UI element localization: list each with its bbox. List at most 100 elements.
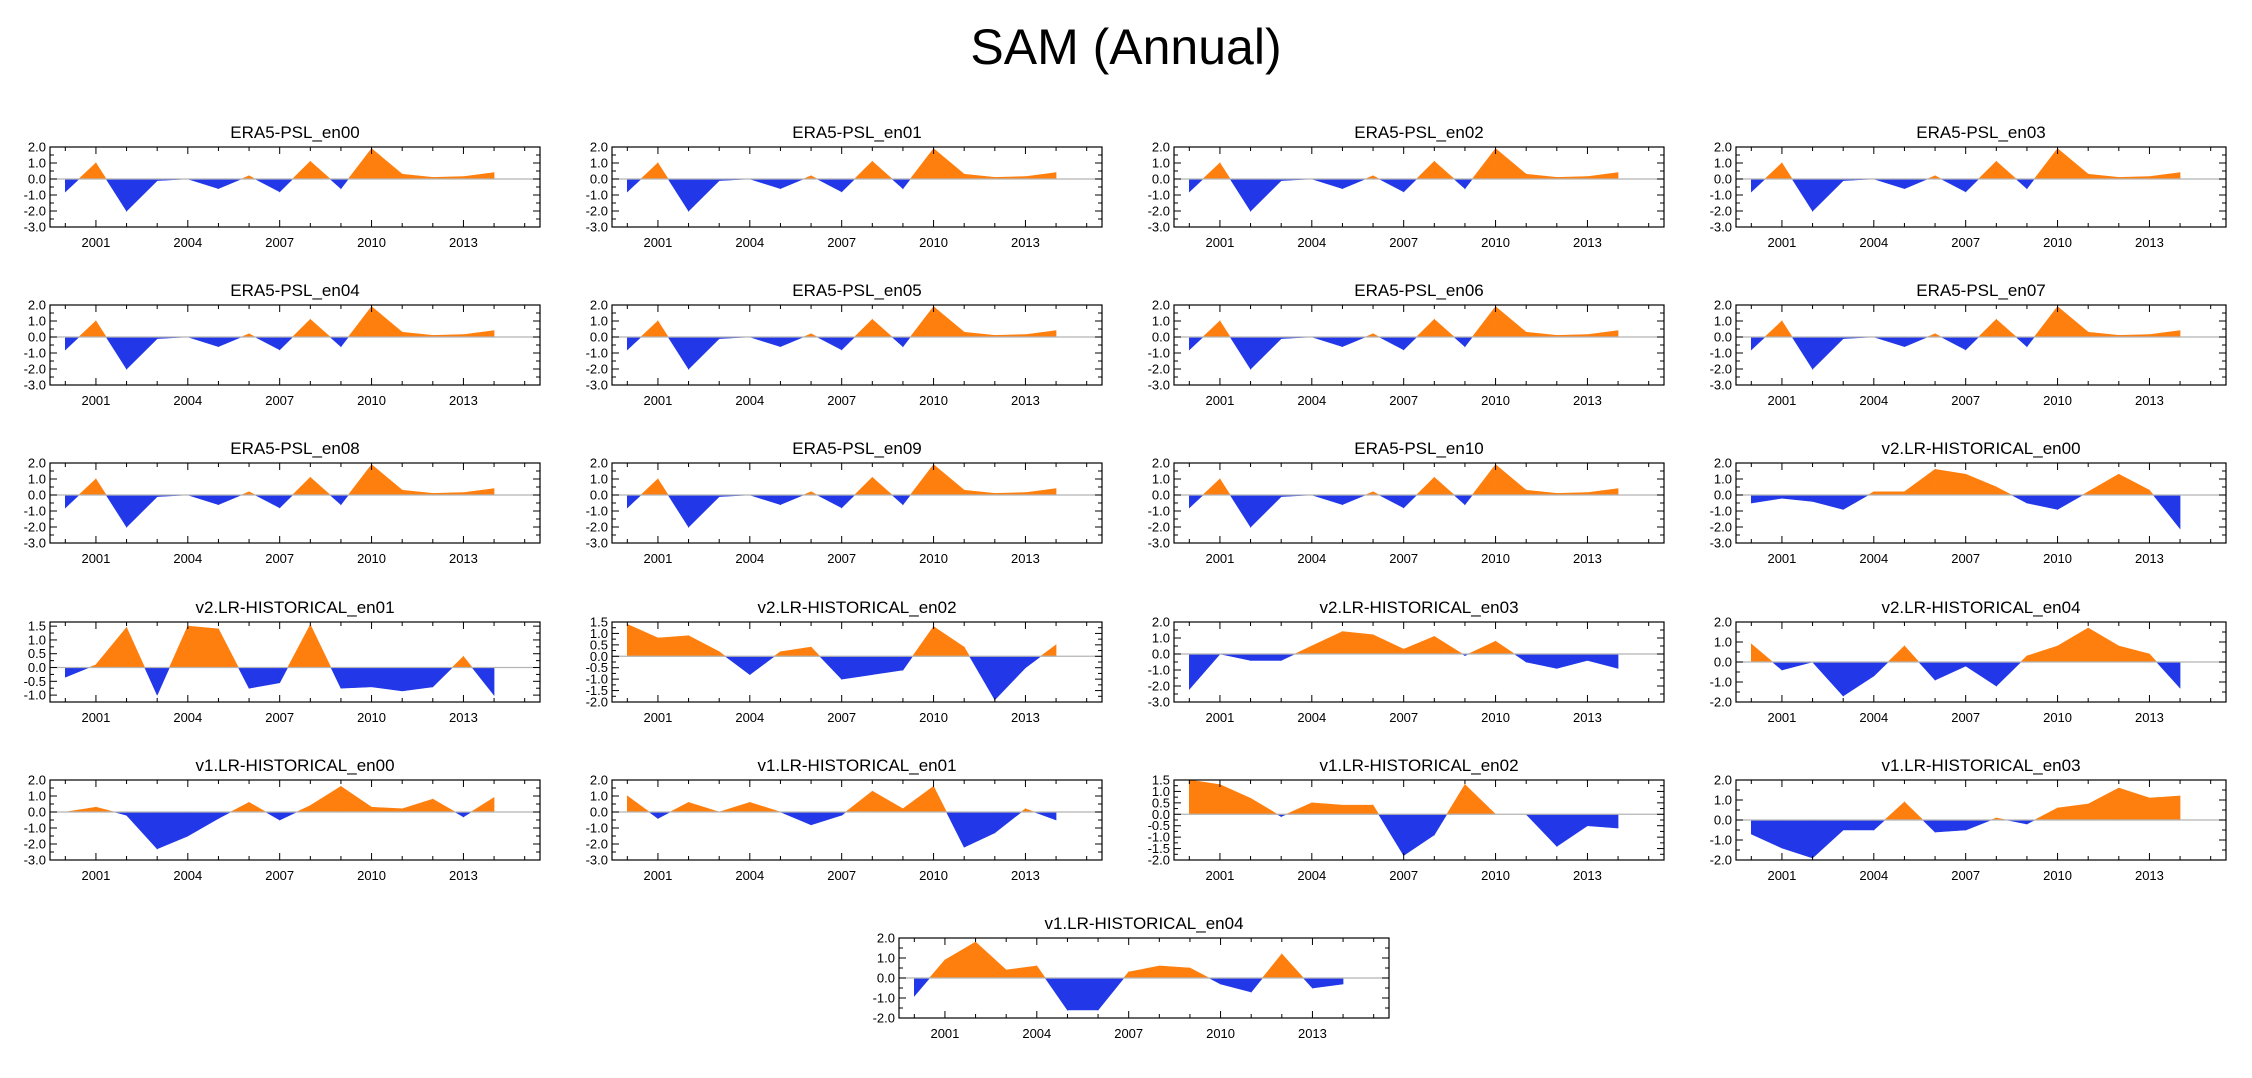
negative-area [724, 655, 751, 676]
negative-area [2026, 494, 2058, 510]
negative-area [1311, 178, 1343, 190]
positive-area [1123, 971, 1129, 979]
x-tick-label: 2004 [735, 393, 764, 408]
negative-area [1280, 653, 1295, 661]
negative-area [841, 336, 856, 351]
positive-area [1977, 160, 1997, 180]
y-tick-label: -0.5 [24, 674, 46, 689]
y-tick-label: 2.0 [590, 140, 608, 155]
positive-area [2057, 627, 2089, 663]
x-tick-label: 2004 [1859, 868, 1888, 883]
positive-area [1342, 631, 1374, 655]
x-tick-label: 2010 [1206, 1026, 1235, 1041]
y-tick-label: 1.0 [28, 472, 46, 487]
y-tick-label: 1.0 [1714, 314, 1732, 329]
y-tick-label: 0.0 [1152, 488, 1170, 503]
y-tick-label: 1.0 [28, 314, 46, 329]
negative-area [1208, 977, 1221, 985]
negative-area [1812, 494, 1844, 510]
negative-area [1250, 336, 1282, 370]
x-tick-label: 2007 [1389, 710, 1418, 725]
x-tick-label: 2007 [1951, 868, 1980, 883]
area-group [627, 463, 1057, 529]
negative-area [1812, 178, 1844, 212]
positive-area [1471, 463, 1496, 496]
y-tick-label: 0.0 [1714, 813, 1732, 828]
y-tick-label: 2.0 [1714, 615, 1732, 630]
x-tick-label: 2004 [1297, 235, 1326, 250]
positive-area [810, 646, 821, 657]
positive-area [627, 795, 651, 813]
positive-area [933, 147, 965, 180]
y-tick-label: 2.0 [1152, 456, 1170, 471]
negative-area [994, 655, 1026, 701]
y-tick-label: 2.0 [1714, 298, 1732, 313]
y-tick-label: 1.0 [590, 156, 608, 171]
y-tick-label: -2.0 [1710, 204, 1732, 219]
positive-area [1495, 147, 1527, 180]
y-tick-label: -2.0 [24, 837, 46, 852]
negative-area [1873, 336, 1905, 348]
negative-area [1751, 494, 1783, 504]
area-group [914, 941, 1344, 1011]
x-tick-label: 2013 [1011, 710, 1040, 725]
positive-area [670, 801, 689, 813]
y-tick-label: -2.0 [586, 837, 608, 852]
negative-area [872, 655, 904, 675]
negative-area [1811, 661, 1844, 697]
x-tick-label: 2007 [827, 868, 856, 883]
positive-area [1781, 319, 1793, 338]
negative-area [1464, 178, 1473, 190]
y-tick-label: 1.0 [1152, 784, 1170, 799]
negative-area [1312, 977, 1344, 989]
positive-area [872, 790, 904, 813]
negative-area [340, 178, 349, 190]
y-tick-label: 2.0 [1714, 773, 1732, 788]
negative-area [891, 494, 904, 506]
y-tick-label: -2.0 [1148, 520, 1170, 535]
y-tick-label: -0.5 [586, 660, 608, 675]
panel-title: ERA5-PSL_en02 [1354, 123, 1483, 142]
x-tick-label: 2001 [1205, 551, 1234, 566]
y-tick-label: 1.5 [28, 619, 46, 634]
y-tick-label: 0.5 [28, 646, 46, 661]
negative-area [994, 811, 1023, 834]
positive-area [1934, 469, 1966, 496]
negative-area [1067, 977, 1099, 1011]
y-tick-label: -3.0 [1148, 695, 1170, 710]
y-tick-label: -1.0 [24, 504, 46, 519]
y-tick-label: -1.0 [24, 821, 46, 836]
y-tick-label: -2.0 [586, 695, 608, 710]
negative-area [1965, 178, 1980, 193]
positive-area [1202, 320, 1221, 338]
y-tick-label: 0.0 [28, 330, 46, 345]
positive-area [1294, 645, 1313, 655]
x-tick-label: 2004 [1859, 393, 1888, 408]
positive-area [1128, 965, 1160, 979]
negative-area [749, 494, 781, 506]
negative-area [187, 811, 219, 837]
negative-area [126, 494, 158, 528]
positive-area [2149, 653, 2158, 663]
negative-area [340, 494, 349, 506]
panel-2: ERA5-PSL_en02 2001 2004 2007 2010 2013 2.01.00… [1148, 123, 1665, 250]
x-tick-label: 2004 [173, 393, 202, 408]
x-tick-label: 2001 [643, 868, 672, 883]
positive-area [2087, 173, 2120, 180]
negative-area [891, 178, 904, 190]
plot-frame [49, 779, 541, 861]
positive-area [1434, 476, 1455, 496]
negative-area [1403, 494, 1418, 509]
negative-area [1250, 653, 1282, 661]
negative-area [841, 178, 856, 193]
positive-area [126, 627, 146, 668]
y-tick-label: -3.0 [1710, 378, 1732, 393]
negative-area [156, 811, 189, 850]
positive-area [401, 173, 434, 180]
x-tick-label: 2007 [265, 710, 294, 725]
positive-area [2087, 787, 2120, 821]
positive-area [470, 797, 495, 813]
y-tick-label: -3.0 [1148, 378, 1170, 393]
area-group [1751, 147, 2181, 213]
x-tick-label: 2007 [1951, 393, 1980, 408]
